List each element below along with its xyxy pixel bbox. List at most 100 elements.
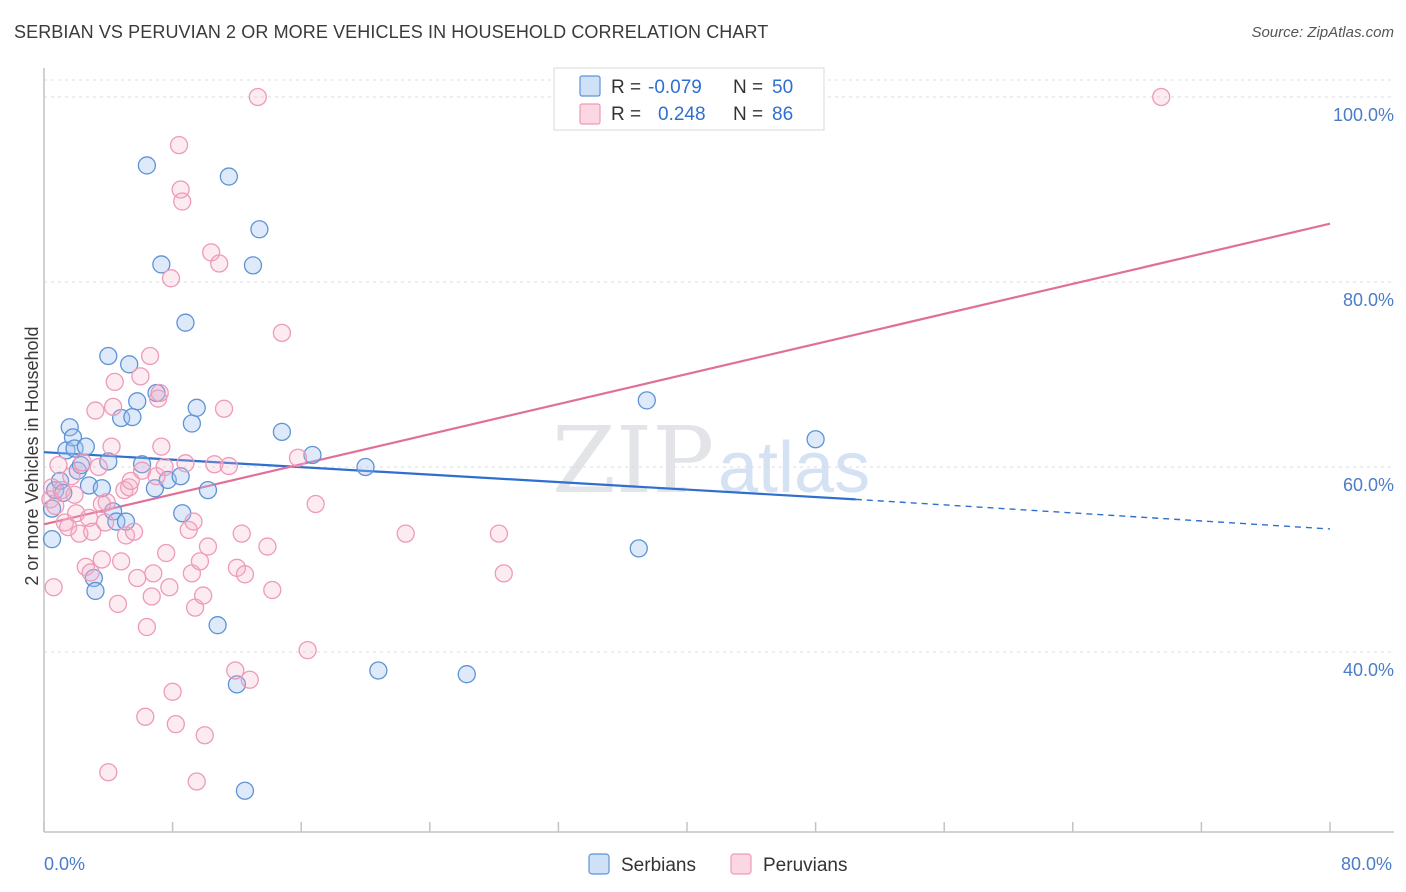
peruvians-point-18 [92,550,112,569]
peruvians-point-35 [136,707,155,726]
peruvians-point-30 [121,471,140,491]
serbians-point-23 [128,392,147,411]
chart-title: SERBIAN VS PERUVIAN 2 OR MORE VEHICLES I… [14,22,769,42]
trend-lines [43,222,1331,530]
serbians-point-33 [182,414,202,433]
y-tick-label-60: 60.0% [1343,475,1394,495]
legend-n-value-peruvians: 86 [772,104,793,125]
serbians-point-8 [65,439,84,458]
serbians-point-6 [60,418,79,437]
serbians-point-32 [176,313,195,332]
serbians-trend-extension [855,498,1331,530]
peruvians-point-66 [226,661,245,680]
y-tick-label-40: 40.0% [1343,660,1394,680]
peruvians-point-43 [152,437,171,456]
serbians-point-21 [120,355,139,374]
watermark-zip: ZIP [552,407,714,514]
peruvians-point-46 [160,578,179,597]
peruvians-point-74 [272,323,292,343]
serbians-point-0 [42,499,62,518]
legend-n-label-serbians: N = [733,77,763,98]
serbians-point-39 [235,781,255,800]
axes [43,68,1394,833]
serbians-point-47 [629,539,648,558]
peruvians-point-37 [140,346,160,366]
serbians-point-28 [152,255,171,274]
y-axis-label: 2 or more Vehicles in Household [22,326,42,585]
peruvians-trend-line [43,222,1331,526]
peruvians-point-33 [131,367,150,386]
series-legend: Serbians Peruvians [588,853,848,876]
tick-labels: 40.0% 60.0% 80.0% 100.0% 0.0% 80.0% [44,105,1394,874]
peruvians-point-13 [76,557,95,577]
peruvians-point-45 [157,543,176,563]
peruvians-point-81 [161,269,181,288]
series-legend-swatch-serbians [588,853,610,875]
peruvians-point-64 [214,399,234,418]
peruvians-point-83 [81,563,100,582]
peruvians-point-58 [193,586,213,605]
peruvians-point-62 [205,455,224,474]
peruvians-point-77 [306,494,325,514]
serbians-point-45 [369,661,388,680]
peruvians-point-52 [176,454,195,473]
serbians-point-49 [806,430,825,449]
serbians-point-16 [99,452,118,471]
peruvians-point-38 [142,587,161,606]
peruvians-point-51 [173,192,192,211]
serbians-point-41 [250,220,269,239]
legend-n-label-peruvians: N = [733,104,763,125]
serbians-point-34 [187,398,206,417]
legend-swatch-peruvians [579,103,601,125]
peruvians-point-27 [115,480,134,500]
peruvians-point-73 [263,580,282,600]
peruvians-point-85 [1152,87,1171,107]
watermark: ZIP atlas [552,407,870,514]
peruvians-point-48 [166,715,185,734]
peruvians-point-80 [494,564,513,583]
peruvians-point-49 [169,135,189,155]
peruvians-point-63 [210,254,229,273]
peruvians-point-9 [65,485,84,504]
serbians-point-43 [303,445,322,465]
series-legend-label-peruvians: Peruvians [763,855,848,876]
series-legend-swatch-peruvians [730,853,752,875]
serbians-point-40 [243,256,263,275]
serbians-point-37 [219,167,239,186]
serbians-point-14 [86,581,105,601]
x-tick-label-80: 80.0% [1341,854,1392,874]
peruvians-point-17 [89,457,108,477]
serbians-point-48 [637,391,656,410]
peruvians-point-15 [83,522,102,541]
peruvians-point-29 [120,478,139,497]
peruvians-point-82 [184,512,203,531]
peruvians-point-75 [288,448,308,467]
peruvians-point-3 [46,496,65,516]
peruvians-point-4 [49,455,68,475]
peruvians-point-84 [92,494,112,514]
peruvians-point-23 [103,397,123,417]
peruvians-point-65 [219,456,239,476]
serbians-point-46 [457,665,476,684]
serbians-point-35 [198,480,218,500]
peruvians-point-59 [195,726,214,745]
legend-r-value-peruvians: 0.248 [658,104,706,125]
peruvians-point-32 [128,568,147,588]
serbians-point-42 [272,422,292,442]
peruvians-point-42 [150,383,169,403]
legend-swatch-serbians [579,75,601,97]
peruvians-point-69 [235,565,255,584]
peruvians-point-22 [102,437,121,456]
legend-r-value-serbians: -0.079 [648,77,702,98]
peruvians-point-12 [73,453,92,472]
correlation-legend: R = -0.079 N = 50 R = 0.248 N = 86 [553,67,825,131]
watermark-atlas: atlas [718,428,870,508]
peruvians-point-72 [258,537,277,556]
series-legend-label-serbians: Serbians [621,855,696,876]
peruvians-point-47 [163,682,182,701]
peruvians-point-68 [232,524,251,543]
legend-n-value-serbians: 50 [772,77,793,98]
serbians-point-50 [99,346,118,366]
peruvians-point-70 [240,670,259,689]
